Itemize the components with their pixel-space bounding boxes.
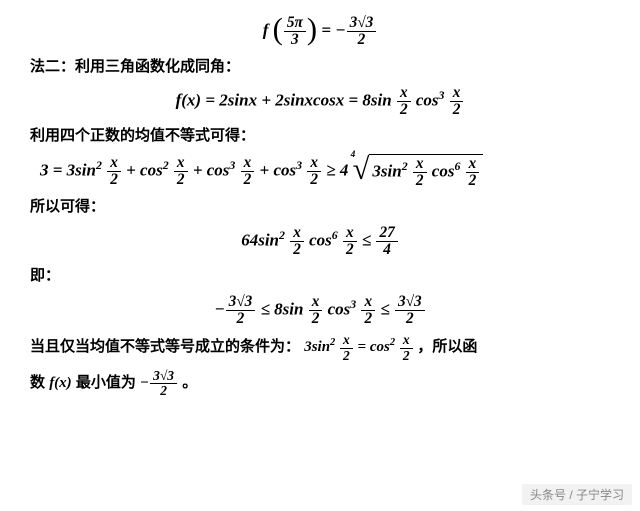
fn: f <box>263 20 269 39</box>
equation-1: f (5π3) = −3√32 <box>30 14 610 49</box>
text-amgm: 利用四个正数的均值不等式可得： <box>30 124 610 148</box>
equation-2: f(x) = 2sinx + 2sinxcosx = 8sin x2 cos3 … <box>30 85 610 118</box>
equation-3: 3 = 3sin2 x2 + cos2 x2 + cos3 x2 + cos3 … <box>30 154 610 189</box>
text-method2: 法二：利用三角函数化成同角： <box>30 55 610 79</box>
text-condition: 当且仅当均值不等式等号成立的条件为： 3sin2 x2 = cos2 x2 ，所… <box>30 333 610 362</box>
equation-5: −3√32 ≤ 8sin x2 cos3 x2 ≤ 3√32 <box>30 294 610 327</box>
text-ie: 即： <box>30 264 610 288</box>
text-final: 数 f(x) 最小值为 −3√32 。 <box>30 369 610 398</box>
equation-4: 64sin2 x2 cos6 x2 ≤ 274 <box>30 225 610 258</box>
text-so: 所以可得： <box>30 195 610 219</box>
fourth-root: 4 √ 3sin2 x2 cos6 x2 <box>353 154 484 189</box>
watermark: 头条号 / 子宁学习 <box>522 484 632 505</box>
